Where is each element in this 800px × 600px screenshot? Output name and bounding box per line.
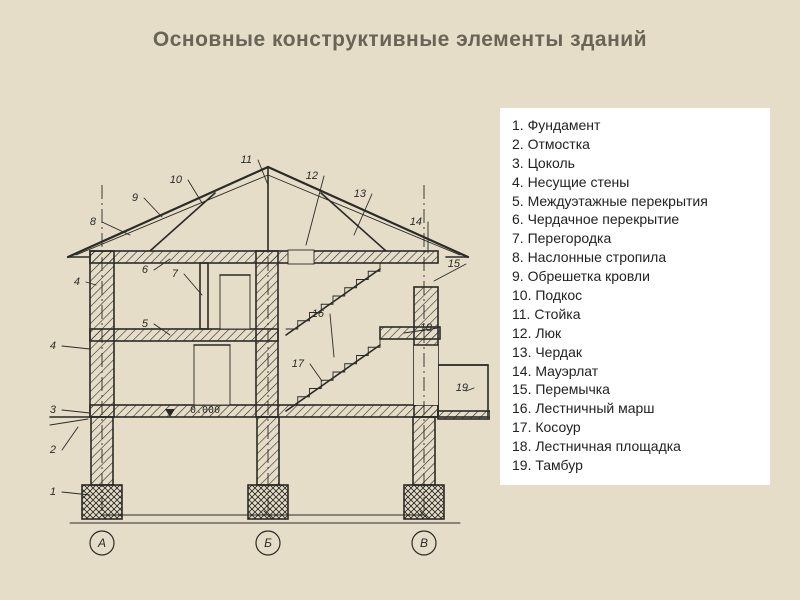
svg-text:5: 5	[142, 318, 149, 330]
svg-text:В: В	[420, 536, 428, 550]
legend-item: 14. Мауэрлат	[512, 362, 758, 381]
legend-item: 12. Люк	[512, 324, 758, 343]
svg-text:А: А	[97, 536, 106, 550]
svg-text:3: 3	[50, 404, 57, 416]
svg-text:12: 12	[306, 170, 318, 182]
svg-text:11: 11	[241, 154, 252, 166]
legend-item: 15. Перемычка	[512, 380, 758, 399]
legend-item: 11. Стойка	[512, 305, 758, 324]
legend-item: 3. Цоколь	[512, 154, 758, 173]
svg-text:14: 14	[410, 216, 422, 228]
page-title: Основные конструктивные элементы зданий	[0, 28, 800, 52]
svg-text:13: 13	[354, 188, 367, 200]
svg-text:9: 9	[132, 192, 138, 204]
svg-text:0.000: 0.000	[190, 405, 220, 416]
svg-text:8: 8	[90, 216, 97, 228]
legend-item: 5. Междуэтажные перекрытия	[512, 192, 758, 211]
legend-item: 9. Обрешетка кровли	[512, 267, 758, 286]
building-cross-section: АБВ0.000123445678910111213141516171819	[30, 95, 490, 560]
svg-text:1: 1	[50, 486, 56, 498]
svg-text:17: 17	[292, 358, 305, 370]
svg-text:15: 15	[448, 258, 461, 270]
svg-text:19: 19	[456, 382, 468, 394]
legend-item: 16. Лестничный марш	[512, 399, 758, 418]
legend-item: 10. Подкос	[512, 286, 758, 305]
legend-item: 17. Косоур	[512, 418, 758, 437]
svg-text:Б: Б	[264, 536, 272, 550]
legend-item: 13. Чердак	[512, 343, 758, 362]
svg-text:2: 2	[49, 444, 56, 456]
legend-item: 6. Чердачное перекрытие	[512, 210, 758, 229]
page: Основные конструктивные элементы зданий …	[0, 0, 800, 600]
legend-item: 18. Лестничная площадка	[512, 437, 758, 456]
svg-text:10: 10	[170, 174, 183, 186]
legend-item: 2. Отмостка	[512, 135, 758, 154]
svg-text:18: 18	[420, 322, 433, 334]
legend-item: 7. Перегородка	[512, 229, 758, 248]
legend-item: 8. Наслонные стропила	[512, 248, 758, 267]
svg-text:6: 6	[142, 264, 149, 276]
svg-text:4: 4	[50, 340, 56, 352]
legend-panel: 1. Фундамент2. Отмостка3. Цоколь4. Несущ…	[500, 108, 770, 485]
svg-text:16: 16	[312, 308, 325, 320]
legend-item: 19. Тамбур	[512, 456, 758, 475]
legend-item: 4. Несущие стены	[512, 173, 758, 192]
svg-text:4: 4	[74, 276, 80, 288]
legend-item: 1. Фундамент	[512, 116, 758, 135]
svg-text:7: 7	[172, 268, 179, 280]
